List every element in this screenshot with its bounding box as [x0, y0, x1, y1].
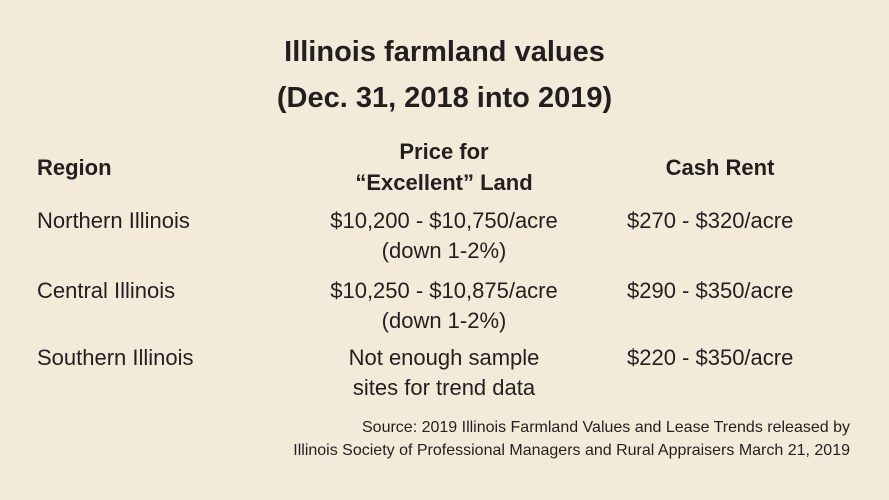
row-price: Not enough sample [348, 345, 540, 370]
title-line-2: (Dec. 31, 2018 into 2019) [276, 82, 613, 114]
header-cash-rent: Cash Rent [665, 155, 775, 180]
row-region: Northern Illinois [37, 208, 190, 233]
source-line-2: Illinois Society of Professional Manager… [293, 442, 850, 459]
header-region: Region [37, 155, 112, 180]
row-price-note: (down 1-2%) [381, 308, 507, 333]
header-price-line-1: Price for [399, 139, 489, 164]
row-price-note: sites for trend data [352, 375, 536, 400]
row-region: Central Illinois [37, 278, 176, 303]
header-price-line-2: “Excellent” Land [355, 170, 533, 195]
title-line-1: Illinois farmland values [284, 36, 605, 68]
row-price: $10,200 - $10,750/acre [330, 208, 558, 233]
row-rent: $290 - $350/acre [627, 278, 794, 303]
row-price: $10,250 - $10,875/acre [330, 278, 558, 303]
row-rent: $270 - $320/acre [627, 208, 794, 233]
source-line-1: Source: 2019 Illinois Farmland Values an… [362, 419, 850, 436]
row-rent: $220 - $350/acre [627, 345, 794, 370]
row-price-note: (down 1-2%) [381, 238, 507, 263]
row-region: Southern Illinois [37, 345, 194, 370]
